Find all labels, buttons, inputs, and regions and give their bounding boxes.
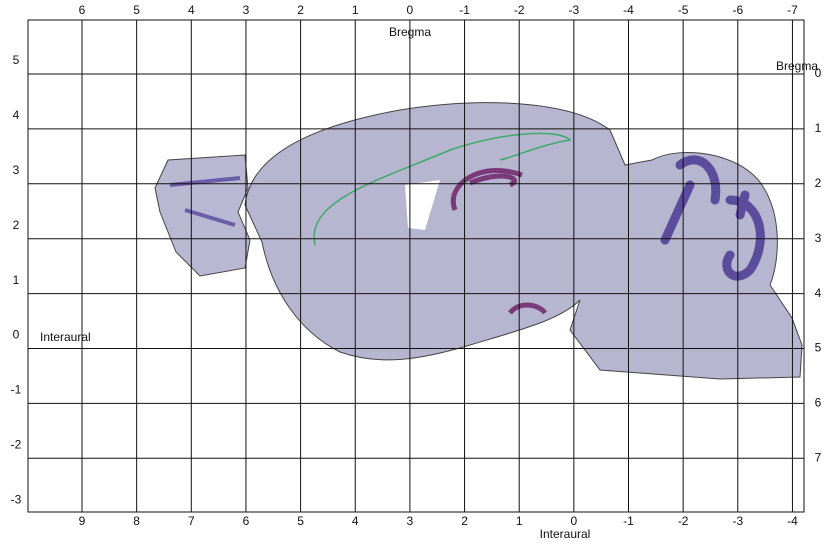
top-label: 2 [297, 3, 304, 17]
right-label: 3 [815, 231, 822, 245]
bottom-label: 4 [352, 514, 359, 528]
brain-body [245, 103, 802, 379]
bottom-label: 2 [461, 514, 468, 528]
bottom-label: 9 [79, 514, 86, 528]
top-label: 0 [407, 3, 414, 17]
right-label: 0 [815, 66, 822, 80]
left-label: 5 [13, 53, 20, 67]
bottom-label: 3 [407, 514, 414, 528]
left-label: 1 [13, 273, 20, 287]
bregma-right: Bregma [776, 59, 818, 73]
left-label: 2 [13, 218, 20, 232]
interaural-bottom: Interaural [540, 527, 591, 541]
left-label: -3 [11, 492, 22, 506]
right-label: 6 [815, 396, 822, 410]
bregma-top: Bregma [389, 25, 431, 39]
top-label: -1 [459, 3, 470, 17]
top-label: -7 [787, 3, 798, 17]
left-label: 0 [13, 328, 20, 342]
left-label: -2 [11, 437, 22, 451]
bottom-label: 6 [243, 514, 250, 528]
right-label: 1 [815, 121, 822, 135]
left-label: 3 [13, 163, 20, 177]
top-label: 6 [79, 3, 86, 17]
bottom-label: 8 [133, 514, 140, 528]
top-label: -4 [623, 3, 634, 17]
right-label: 7 [815, 450, 822, 464]
atlas-figure: Bregma Bregma Interaural Interaural 6 5 4 3… [0, 0, 836, 543]
brain-section [155, 103, 802, 379]
bottom-label: 1 [516, 514, 523, 528]
bottom-label: -4 [787, 514, 798, 528]
bottom-label: -3 [732, 514, 743, 528]
right-label: 2 [815, 176, 822, 190]
top-label: 5 [133, 3, 140, 17]
bottom-label: -2 [678, 514, 689, 528]
top-label: -5 [678, 3, 689, 17]
top-label: 4 [188, 3, 195, 17]
top-label: 3 [243, 3, 250, 17]
top-label: -2 [514, 3, 525, 17]
top-label: -6 [732, 3, 743, 17]
top-label: -3 [569, 3, 580, 17]
bottom-label: -1 [623, 514, 634, 528]
left-label: -1 [11, 383, 22, 397]
right-label: 4 [815, 286, 822, 300]
top-label: 1 [352, 3, 359, 17]
right-label: 5 [815, 341, 822, 355]
bottom-label: 5 [297, 514, 304, 528]
bottom-label: 7 [188, 514, 195, 528]
bottom-label: 0 [571, 514, 578, 528]
interaural-left: Interaural [40, 330, 91, 344]
left-label: 4 [13, 108, 20, 122]
